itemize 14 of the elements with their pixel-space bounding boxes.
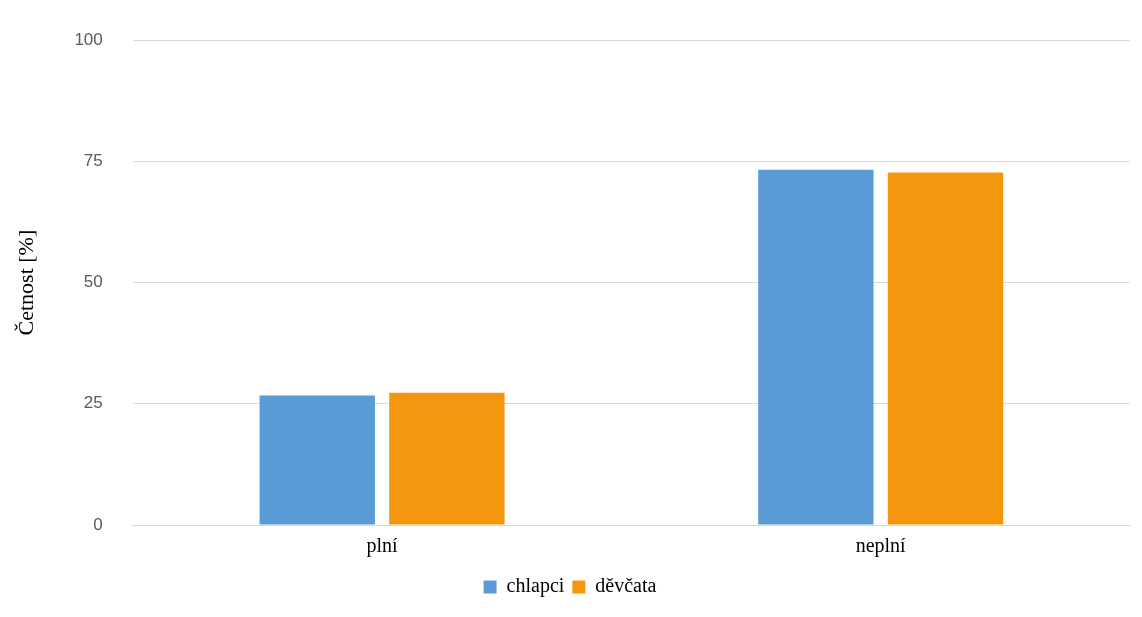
y-tick-label: 0	[93, 514, 103, 534]
y-tick-label: 75	[83, 151, 103, 171]
y-tick-label: 50	[83, 272, 103, 292]
y-axis-title: Četnost [%]	[12, 229, 38, 336]
y-tick-label: 100	[74, 29, 103, 49]
bar	[259, 395, 375, 525]
bar	[389, 392, 505, 525]
bar	[887, 172, 1004, 525]
bar	[758, 169, 874, 525]
legend-label: chlapci	[506, 574, 565, 598]
x-tick-label: neplní	[855, 534, 907, 558]
x-tick-label: plní	[366, 534, 399, 558]
y-tick-label: 25	[83, 393, 103, 413]
legend-label: děvčata	[595, 574, 657, 597]
